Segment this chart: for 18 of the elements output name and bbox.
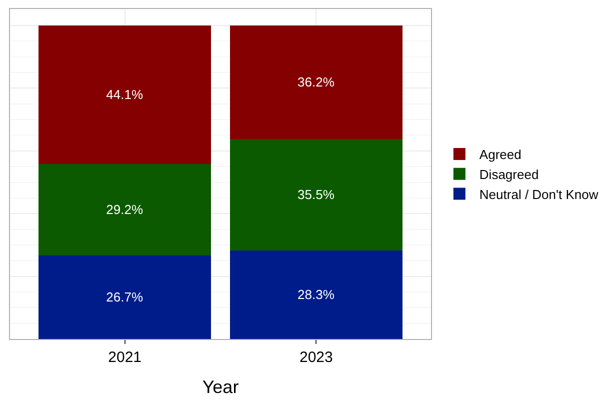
- bar: [38, 164, 211, 256]
- legend-label: Agreed: [479, 147, 522, 162]
- data-label: 35.5%: [298, 187, 335, 202]
- data-label: 29.2%: [106, 202, 144, 218]
- bar: [38, 255, 211, 339]
- bar: [38, 26, 211, 164]
- bar: [230, 138, 402, 250]
- data-label: 44.1%: [106, 87, 144, 102]
- legend-label: Disagreed: [479, 166, 539, 182]
- bar: [230, 250, 402, 339]
- x-tick-label: 2021: [108, 349, 142, 366]
- legend-label: Neutral / Don't Know: [479, 186, 599, 202]
- bar: [230, 26, 402, 139]
- x-axis-title: Year: [202, 377, 239, 398]
- data-label: 28.3%: [298, 287, 335, 302]
- data-label: 26.7%: [106, 290, 144, 305]
- data-label: 36.2%: [298, 74, 335, 90]
- x-tick-label: 2023: [299, 349, 333, 366]
